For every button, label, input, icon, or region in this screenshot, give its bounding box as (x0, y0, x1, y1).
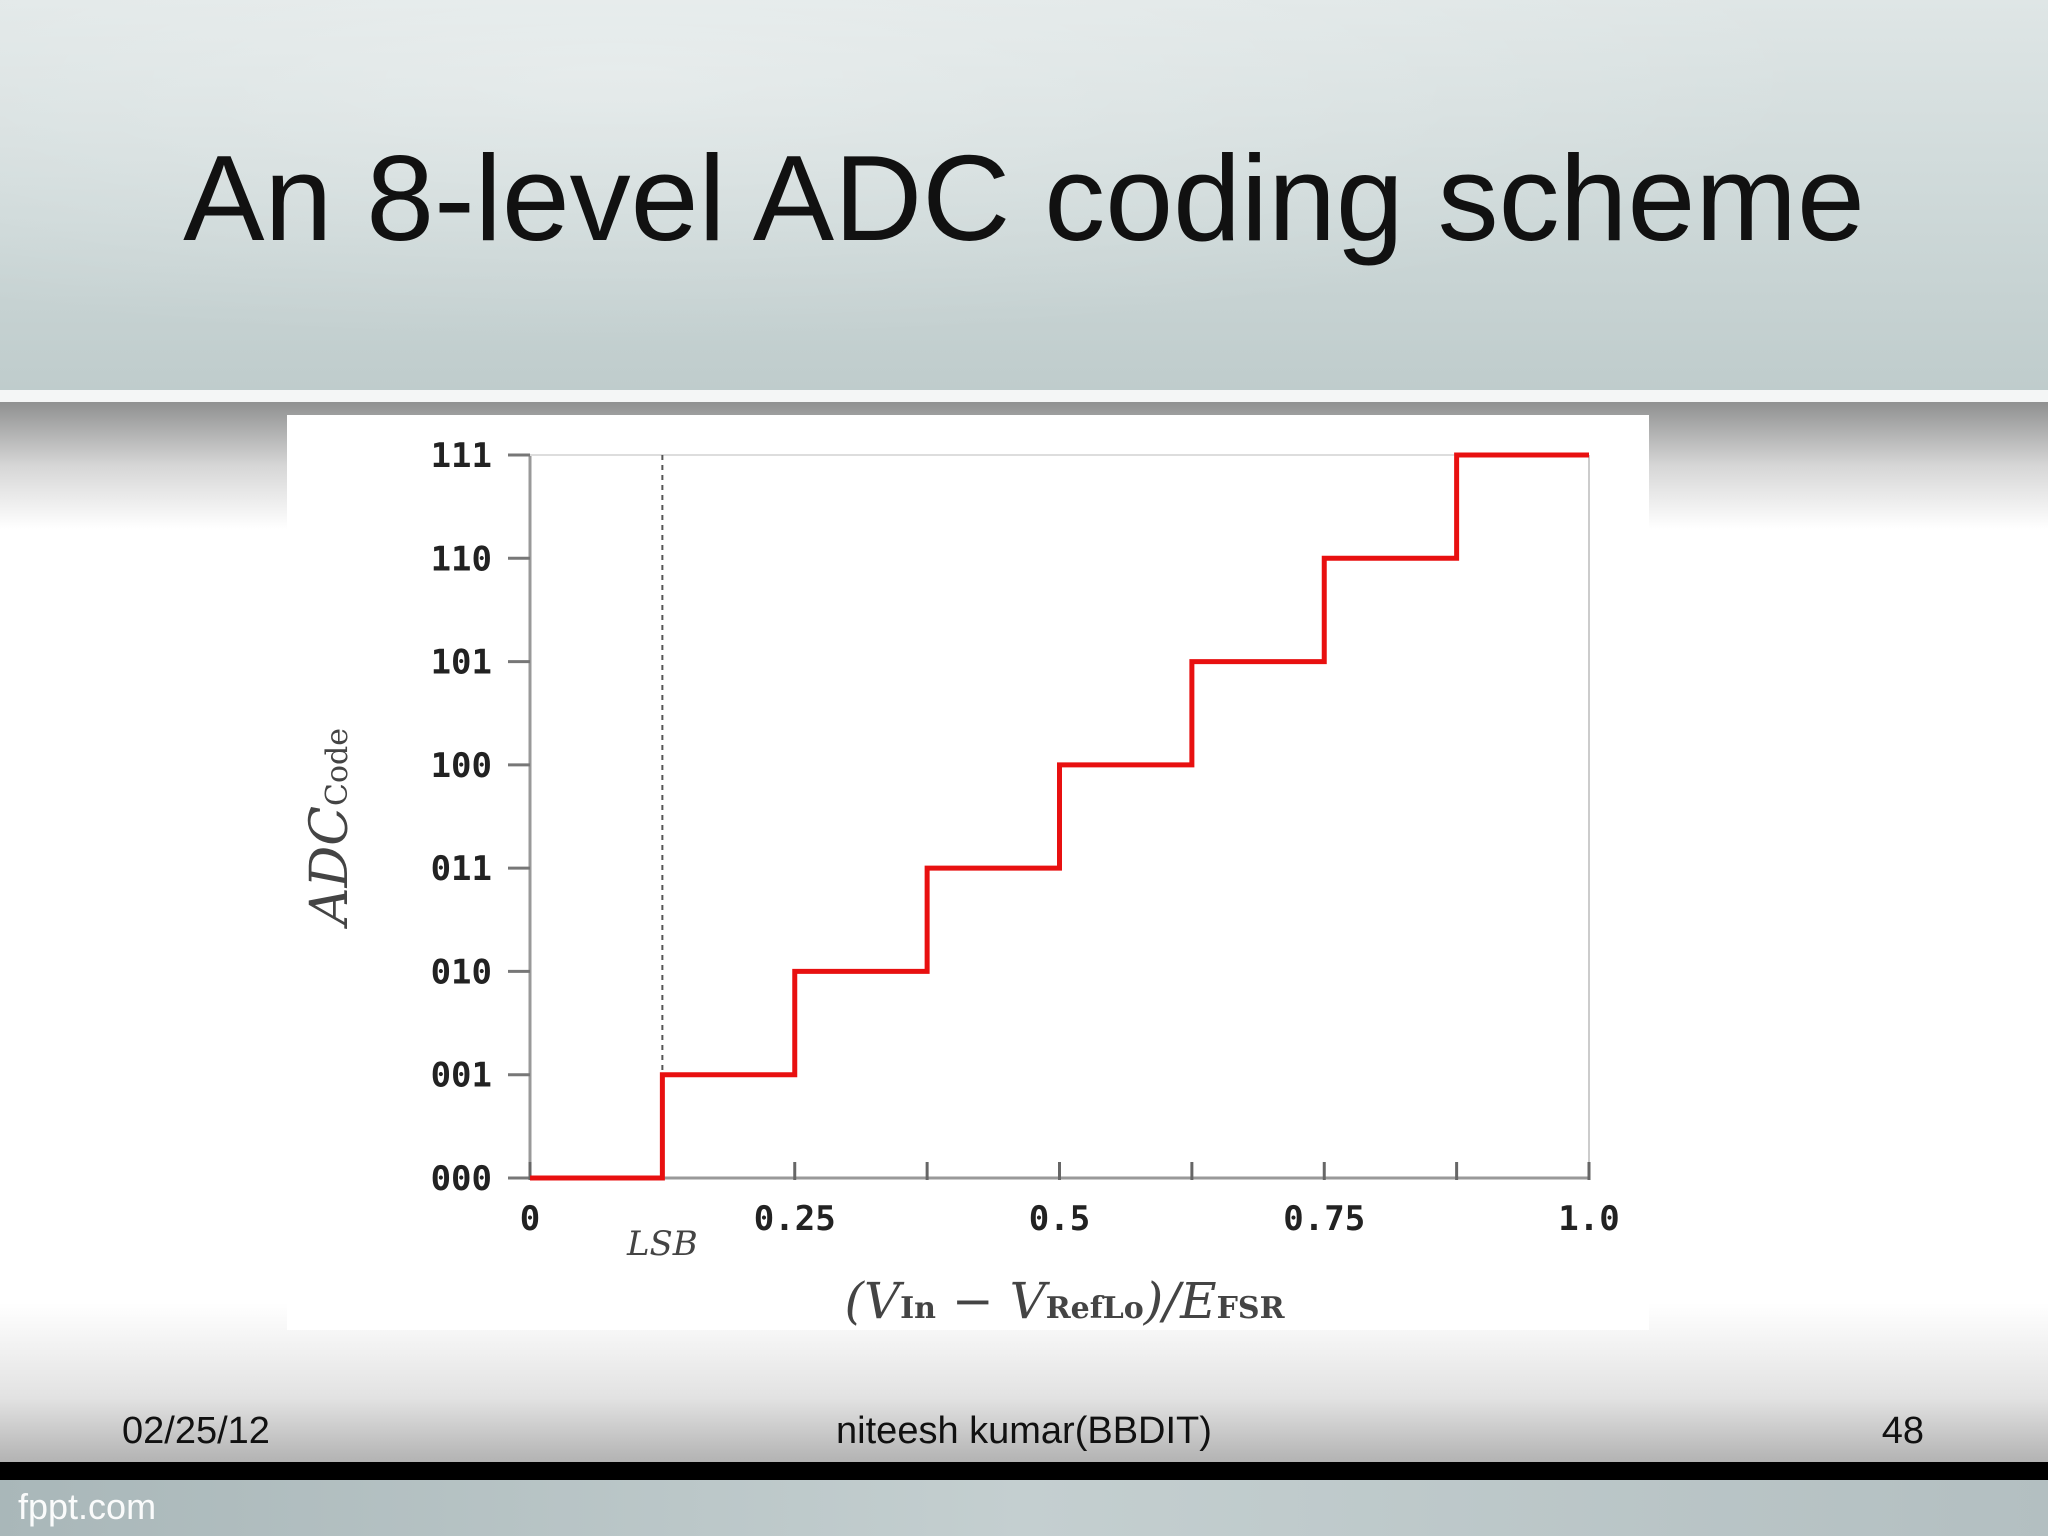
footer-date: 02/25/12 (122, 1410, 270, 1452)
adc-step-chart: 000 001 010 011 100 101 110 111 0 0.25 0.5 0.75 1.0… (300, 436, 1620, 1330)
x-label-subscript: In (900, 1291, 936, 1326)
y-axis-label: ADCCode (300, 728, 360, 929)
lsb-label: LSB (626, 1224, 698, 1264)
y-tick-label: 100 (431, 746, 492, 786)
x-label-text: )/E (1143, 1272, 1217, 1330)
y-label-subscript: Code (320, 728, 355, 806)
y-tick-label: 010 (431, 952, 492, 992)
x-tick-label: 0.5 (1029, 1199, 1090, 1239)
y-tick-label: 111 (431, 436, 492, 476)
page-number: 48 (1881, 1410, 1924, 1452)
slide-title: An 8-level ADC coding scheme (183, 130, 1865, 266)
y-tick-label: 000 (431, 1159, 492, 1199)
slide-header (0, 0, 2048, 390)
footer-bar (0, 1462, 2048, 1480)
y-tick-label: 110 (431, 539, 492, 579)
y-label-text: ADC (300, 806, 360, 929)
bottom-strip (0, 1480, 2048, 1536)
x-axis-label: (VIn − VRefLo)/EFSR (844, 1272, 1285, 1330)
y-tick-label: 001 (431, 1056, 492, 1096)
adc-code-step-line (530, 452, 1589, 1181)
x-tick-label: 0.25 (754, 1199, 836, 1239)
x-label-subscript: RefLo (1046, 1291, 1144, 1326)
x-tick-label: 0 (520, 1199, 540, 1239)
watermark: fppt.com (18, 1486, 157, 1527)
footer-author: niteesh kumar(BBDIT) (836, 1410, 1212, 1452)
annotations: LSB (626, 455, 698, 1264)
x-tick-label: 0.75 (1283, 1199, 1365, 1239)
y-tick-label: 101 (431, 643, 492, 683)
series-layer (530, 452, 1589, 1181)
y-ticks: 000 001 010 011 100 101 110 111 (431, 436, 530, 1199)
y-tick-label: 011 (431, 849, 492, 889)
x-label-text: (V (844, 1272, 905, 1330)
x-ticks: 0 0.25 0.5 0.75 1.0 (520, 1162, 1620, 1239)
x-label-text: − V (936, 1272, 1051, 1330)
x-tick-label: 1.0 (1558, 1199, 1619, 1239)
header-divider (0, 390, 2048, 402)
x-label-subscript: FSR (1217, 1291, 1286, 1326)
axis-labels: (VIn − VRefLo)/EFSR ADCCode (300, 728, 1286, 1330)
